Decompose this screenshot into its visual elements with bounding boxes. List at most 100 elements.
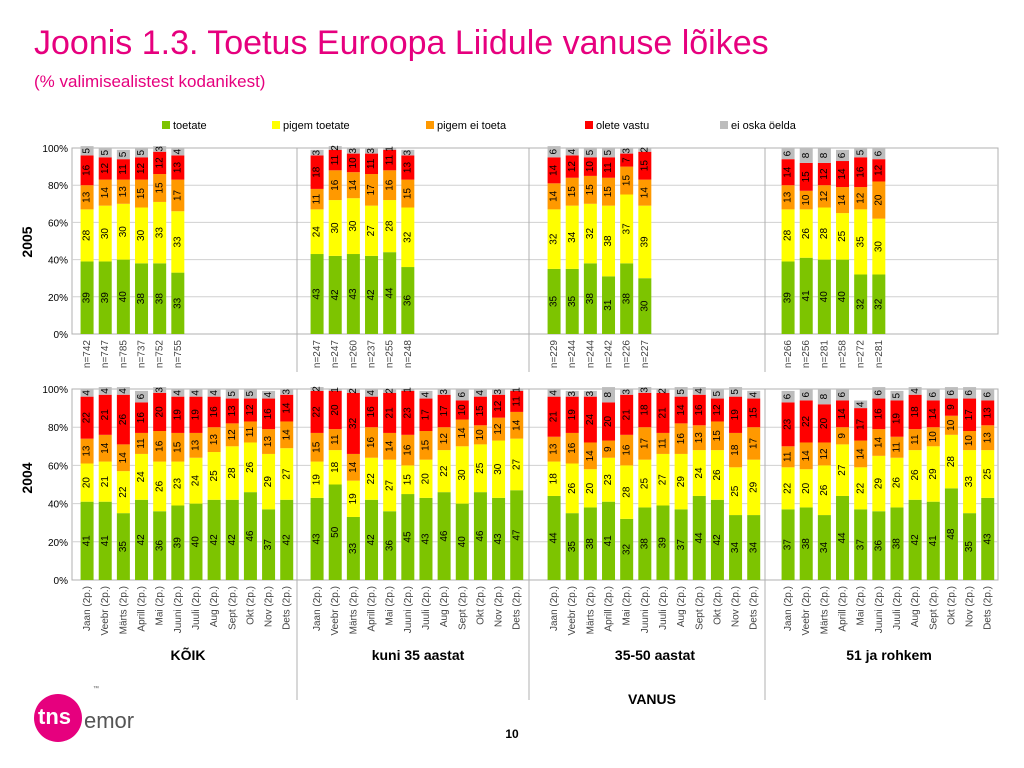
data-label: 19 bbox=[191, 409, 202, 421]
bar-segment bbox=[365, 174, 379, 206]
data-label: 16 bbox=[384, 179, 395, 191]
data-label: 16 bbox=[82, 164, 93, 176]
data-label: 17 bbox=[421, 409, 432, 421]
data-label: 7 bbox=[621, 157, 632, 163]
bar-segment bbox=[310, 497, 324, 580]
data-label: 39 bbox=[172, 537, 183, 549]
bar-segment bbox=[781, 509, 795, 580]
bar-segment bbox=[171, 155, 185, 180]
bar-segment bbox=[328, 429, 342, 451]
bar-segment bbox=[171, 272, 185, 334]
data-label: 17 bbox=[639, 437, 650, 449]
bar-segment bbox=[890, 507, 904, 580]
bar-segment bbox=[80, 501, 94, 580]
x-tick-label: Aug (2p.) bbox=[209, 586, 220, 627]
data-label: 20 bbox=[603, 415, 614, 427]
data-label: 30 bbox=[348, 220, 359, 232]
page-number: 10 bbox=[505, 727, 519, 741]
bar-segment bbox=[365, 499, 379, 580]
data-label: 4 bbox=[209, 390, 220, 396]
bar-segment bbox=[963, 398, 977, 432]
bar-segment bbox=[419, 459, 433, 498]
bar-segment bbox=[817, 259, 831, 334]
bar-segment bbox=[419, 398, 433, 432]
bar-segment bbox=[836, 400, 850, 428]
bar-segment bbox=[80, 185, 94, 210]
x-tick-label: Mai (2p.) bbox=[385, 586, 396, 625]
bar-segment bbox=[908, 387, 922, 395]
bar-segment bbox=[602, 387, 616, 403]
bar-segment bbox=[710, 421, 724, 451]
bar-segment bbox=[492, 417, 506, 441]
logo-mark bbox=[34, 694, 82, 742]
x-tick-label: n=229 bbox=[549, 340, 560, 369]
bar-segment bbox=[310, 390, 324, 433]
bar-segment bbox=[638, 387, 652, 393]
data-label: 29 bbox=[676, 476, 687, 488]
data-label: 3 bbox=[281, 389, 292, 395]
x-tick-label: Okt (2p.) bbox=[712, 586, 723, 625]
data-label: 22 bbox=[312, 406, 323, 418]
data-label: 19 bbox=[730, 409, 741, 421]
data-label: 17 bbox=[748, 437, 759, 449]
data-label: 14 bbox=[281, 402, 292, 414]
bar-segment bbox=[890, 457, 904, 508]
data-label: 4 bbox=[421, 392, 432, 398]
data-label: 3 bbox=[312, 149, 323, 155]
bar-segment bbox=[781, 390, 795, 403]
bar-segment bbox=[583, 157, 597, 176]
data-label: 24 bbox=[136, 471, 147, 483]
x-tick-label: n=226 bbox=[622, 340, 633, 369]
bar-segment bbox=[656, 432, 670, 454]
data-label: 11 bbox=[366, 158, 377, 169]
data-label: 38 bbox=[585, 293, 596, 305]
bar-segment bbox=[799, 162, 813, 191]
y-tick-label: 40% bbox=[48, 500, 68, 511]
group-label: 51 ja rohkem bbox=[846, 647, 932, 663]
data-label: 46 bbox=[245, 530, 256, 542]
data-label: 33 bbox=[172, 236, 183, 248]
bar-segment bbox=[638, 427, 652, 460]
data-label: 35 bbox=[567, 541, 578, 553]
bar-segment bbox=[207, 499, 221, 580]
bar-segment bbox=[135, 390, 149, 403]
data-label: 36 bbox=[873, 540, 884, 552]
data-label: 6 bbox=[837, 392, 848, 398]
data-label: 40 bbox=[819, 291, 830, 303]
x-tick-label: Aprill (2p.) bbox=[838, 586, 849, 632]
data-label: 23 bbox=[172, 478, 183, 490]
data-label: 28 bbox=[946, 456, 957, 468]
bar-segment bbox=[908, 450, 922, 500]
bar-segment bbox=[817, 148, 831, 163]
x-tick-label: Juuni (2p.) bbox=[403, 586, 414, 633]
data-label: 3 bbox=[439, 389, 450, 395]
bar-segment bbox=[872, 274, 886, 334]
bar-segment bbox=[116, 387, 130, 395]
bar-segment bbox=[638, 179, 652, 206]
data-label: 37 bbox=[621, 223, 632, 235]
bar-segment bbox=[135, 499, 149, 580]
data-label: 6 bbox=[946, 390, 957, 396]
data-label: 20 bbox=[819, 417, 830, 429]
data-label: 1 bbox=[402, 387, 413, 393]
bar-segment bbox=[565, 432, 579, 464]
bar-segment bbox=[225, 398, 239, 424]
bar-segment bbox=[419, 431, 433, 460]
bar-segment bbox=[207, 452, 221, 500]
x-tick-label: n=260 bbox=[348, 340, 359, 369]
data-label: 4 bbox=[549, 390, 560, 396]
bar-segment bbox=[710, 450, 724, 500]
bar-segment bbox=[98, 179, 112, 206]
group-label: KÕIK bbox=[171, 646, 206, 663]
bar-segment bbox=[98, 157, 112, 180]
data-label: 22 bbox=[118, 486, 129, 498]
data-label: 6 bbox=[928, 392, 939, 398]
x-tick-label: n=737 bbox=[137, 340, 148, 369]
data-label: 13 bbox=[783, 191, 794, 203]
bar-segment bbox=[98, 261, 112, 334]
data-label: 42 bbox=[712, 534, 723, 546]
x-tick-label: Aug (2p.) bbox=[439, 586, 450, 627]
data-label: 15 bbox=[154, 182, 165, 194]
bar-segment bbox=[98, 394, 112, 435]
bar-segment bbox=[817, 515, 831, 580]
